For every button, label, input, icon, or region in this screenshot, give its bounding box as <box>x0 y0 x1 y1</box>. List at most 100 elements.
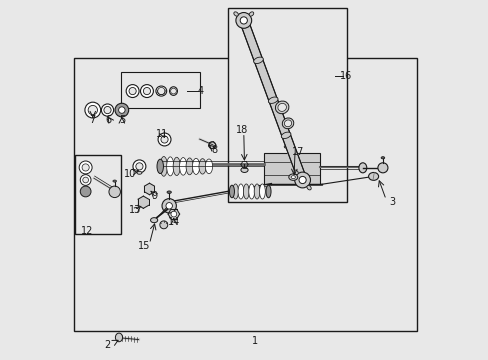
Text: 2: 2 <box>104 340 110 350</box>
Text: 6: 6 <box>105 115 111 125</box>
Ellipse shape <box>284 120 291 127</box>
Ellipse shape <box>150 218 158 223</box>
Circle shape <box>136 163 142 170</box>
Ellipse shape <box>156 86 166 96</box>
Ellipse shape <box>173 157 180 176</box>
Ellipse shape <box>277 103 286 111</box>
Circle shape <box>80 175 91 185</box>
Circle shape <box>82 164 89 171</box>
Circle shape <box>377 163 387 173</box>
Text: 5: 5 <box>119 115 125 125</box>
Text: 12: 12 <box>81 226 93 236</box>
Circle shape <box>126 85 139 98</box>
Bar <box>74 58 416 330</box>
Ellipse shape <box>248 184 254 199</box>
Ellipse shape <box>253 57 263 63</box>
Circle shape <box>162 199 176 213</box>
Ellipse shape <box>137 171 142 174</box>
Ellipse shape <box>238 184 244 199</box>
Circle shape <box>143 87 150 95</box>
Bar <box>75 155 121 234</box>
Ellipse shape <box>232 184 238 199</box>
Circle shape <box>170 88 176 94</box>
Ellipse shape <box>288 174 297 180</box>
Circle shape <box>294 172 310 188</box>
Circle shape <box>101 104 113 116</box>
Ellipse shape <box>281 132 290 139</box>
Ellipse shape <box>368 172 378 180</box>
Ellipse shape <box>185 158 193 175</box>
Text: 7: 7 <box>89 115 96 125</box>
Circle shape <box>109 186 120 198</box>
Text: 3: 3 <box>388 197 394 207</box>
Polygon shape <box>168 209 179 219</box>
Circle shape <box>85 102 101 118</box>
Ellipse shape <box>249 12 253 16</box>
Ellipse shape <box>166 157 174 176</box>
Ellipse shape <box>290 176 295 179</box>
Circle shape <box>133 160 145 173</box>
Polygon shape <box>239 19 306 181</box>
Ellipse shape <box>380 157 384 159</box>
Text: 15: 15 <box>138 241 150 251</box>
Circle shape <box>235 13 251 28</box>
Ellipse shape <box>233 12 238 16</box>
Ellipse shape <box>265 185 270 198</box>
Ellipse shape <box>241 167 247 172</box>
Circle shape <box>140 85 153 98</box>
Circle shape <box>80 186 91 197</box>
Text: 18: 18 <box>235 125 247 135</box>
Ellipse shape <box>199 159 206 174</box>
Circle shape <box>119 107 125 113</box>
Ellipse shape <box>358 163 366 173</box>
Ellipse shape <box>179 158 186 175</box>
Ellipse shape <box>115 333 122 342</box>
Ellipse shape <box>275 101 288 114</box>
Ellipse shape <box>293 170 298 175</box>
Ellipse shape <box>167 191 171 193</box>
Ellipse shape <box>169 87 177 95</box>
Text: 1: 1 <box>252 336 258 346</box>
Text: 14: 14 <box>167 217 180 227</box>
Polygon shape <box>138 196 148 208</box>
Circle shape <box>104 107 111 114</box>
Ellipse shape <box>160 157 167 176</box>
Ellipse shape <box>259 184 265 199</box>
Text: 17: 17 <box>291 147 304 157</box>
Bar <box>228 8 346 202</box>
Ellipse shape <box>229 185 234 198</box>
Bar <box>264 153 319 184</box>
Ellipse shape <box>192 158 199 175</box>
Ellipse shape <box>160 221 167 229</box>
Text: 9: 9 <box>151 191 158 201</box>
Text: 16: 16 <box>339 71 351 81</box>
Ellipse shape <box>268 97 278 103</box>
Ellipse shape <box>113 180 116 182</box>
Circle shape <box>165 203 172 209</box>
Ellipse shape <box>208 141 215 149</box>
Circle shape <box>298 176 305 184</box>
Text: 4: 4 <box>197 86 203 96</box>
Ellipse shape <box>306 185 310 190</box>
Text: 11: 11 <box>156 129 168 139</box>
Circle shape <box>82 177 88 183</box>
Circle shape <box>171 211 176 217</box>
Ellipse shape <box>254 184 260 199</box>
Ellipse shape <box>282 118 293 129</box>
Circle shape <box>161 136 168 143</box>
Circle shape <box>115 103 128 117</box>
Circle shape <box>240 17 247 24</box>
Text: 13: 13 <box>129 206 141 216</box>
Ellipse shape <box>243 184 249 199</box>
Bar <box>121 72 199 108</box>
Circle shape <box>88 105 97 115</box>
Text: 8: 8 <box>210 144 217 154</box>
Circle shape <box>129 87 136 95</box>
Circle shape <box>79 161 92 174</box>
Ellipse shape <box>157 159 163 174</box>
Ellipse shape <box>205 159 212 174</box>
Text: 10: 10 <box>123 169 136 179</box>
Ellipse shape <box>284 145 290 148</box>
Circle shape <box>158 133 171 146</box>
Circle shape <box>158 87 164 95</box>
